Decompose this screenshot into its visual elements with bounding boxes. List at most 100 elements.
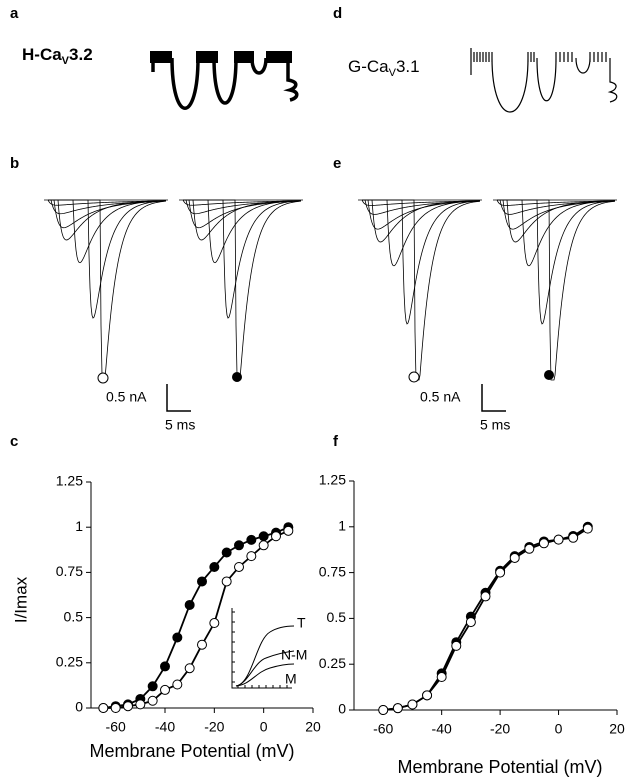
current-trace (362, 199, 481, 325)
channel-diagram (150, 51, 299, 110)
data-point (110, 703, 121, 713)
scale-time: 5 ms (165, 417, 195, 433)
inset-axes (231, 608, 292, 689)
data-point (480, 591, 491, 602)
open-marker (97, 372, 109, 384)
data-point (582, 523, 593, 534)
data-point (172, 632, 183, 643)
y-tick-label: 0.25 (319, 655, 346, 671)
current-trace (183, 199, 302, 381)
panel-label: f (333, 433, 339, 450)
current-trace (48, 199, 167, 319)
current-trace (362, 199, 481, 381)
channel-name: H-CaV3.2 (22, 45, 93, 66)
data-point (246, 551, 257, 562)
data-point (123, 701, 133, 712)
data-point (221, 576, 232, 587)
data-point (184, 663, 195, 674)
data-point (197, 639, 207, 650)
x-tick-label: -60 (106, 719, 126, 735)
inset-curve (235, 625, 295, 687)
y-tick-label: 0.75 (319, 563, 346, 579)
x-tick-label: -20 (490, 721, 510, 737)
x-tick-label: -20 (204, 719, 224, 735)
data-point (135, 699, 146, 710)
data-point (465, 617, 476, 628)
current-trace (497, 199, 616, 325)
x-axis-label: Membrane Potential (mV) (397, 757, 602, 777)
x-tick-label: 20 (305, 719, 321, 735)
current-trace (48, 199, 167, 229)
data-point (147, 695, 158, 706)
x-tick-label: -60 (373, 721, 393, 737)
data-point (258, 540, 269, 551)
x-axis-label: Membrane Potential (mV) (89, 741, 294, 761)
y-tick-label: 0 (75, 699, 83, 715)
y-tick-label: 0.75 (56, 563, 83, 579)
scale-bar (481, 384, 506, 412)
data-point (524, 543, 535, 554)
data-point (160, 684, 170, 695)
data-point (283, 525, 294, 536)
data-point (509, 552, 520, 563)
series-line (383, 527, 589, 711)
data-point (234, 540, 244, 551)
panel-label: e (333, 155, 341, 172)
data-point (209, 561, 220, 572)
panel-label: c (10, 433, 18, 450)
data-point (422, 690, 433, 701)
inset: T N-M M (231, 608, 307, 689)
data-point (172, 679, 183, 690)
data-point (98, 703, 109, 713)
x-tick-label: -40 (155, 719, 175, 735)
data-point (568, 532, 579, 543)
data-point (553, 534, 564, 545)
data-point (271, 531, 281, 542)
x-tick-label: 0 (260, 719, 268, 735)
x-tick-label: -40 (432, 721, 452, 737)
current-trace (183, 199, 302, 319)
series-line (103, 526, 289, 709)
series-line (383, 526, 589, 711)
panel-label: d (333, 5, 342, 22)
data-point (495, 567, 506, 578)
channel-name: G-CaV3.1 (348, 57, 420, 78)
data-point (538, 538, 549, 549)
y-tick-label: 1 (338, 518, 346, 534)
data-point (258, 531, 269, 542)
panel-label: b (10, 155, 19, 172)
y-tick-label: 0 (338, 701, 346, 717)
x-tick-label: 20 (609, 721, 625, 737)
current-trace (48, 199, 167, 381)
current-traces (44, 199, 617, 381)
inset-label: N-M (281, 647, 307, 663)
inset-curve (235, 663, 295, 687)
scale-current: 0.5 nA (106, 389, 147, 405)
current-trace (362, 199, 481, 230)
y-tick-label: 1.25 (56, 473, 83, 489)
scale-current: 0.5 nA (420, 389, 461, 405)
current-trace (183, 199, 302, 241)
data-point (378, 705, 389, 715)
current-trace (183, 199, 302, 229)
inset-label: M (285, 671, 297, 687)
data-point (451, 640, 462, 651)
panel-label: a (10, 5, 19, 22)
filled-marker (232, 372, 242, 382)
data-point (407, 699, 418, 710)
open-marker (408, 371, 420, 383)
y-tick-label: 1.25 (319, 472, 346, 488)
data-point (234, 561, 244, 572)
scale-time: 5 ms (480, 417, 510, 433)
y-tick-label: 0.5 (64, 608, 84, 624)
current-trace (48, 199, 167, 241)
current-trace (497, 199, 616, 243)
data-point (209, 618, 220, 629)
y-tick-label: 1 (75, 518, 83, 534)
filled-marker (544, 370, 554, 380)
data-point (246, 534, 257, 545)
scale-bar (166, 384, 191, 412)
data-point (392, 703, 403, 714)
